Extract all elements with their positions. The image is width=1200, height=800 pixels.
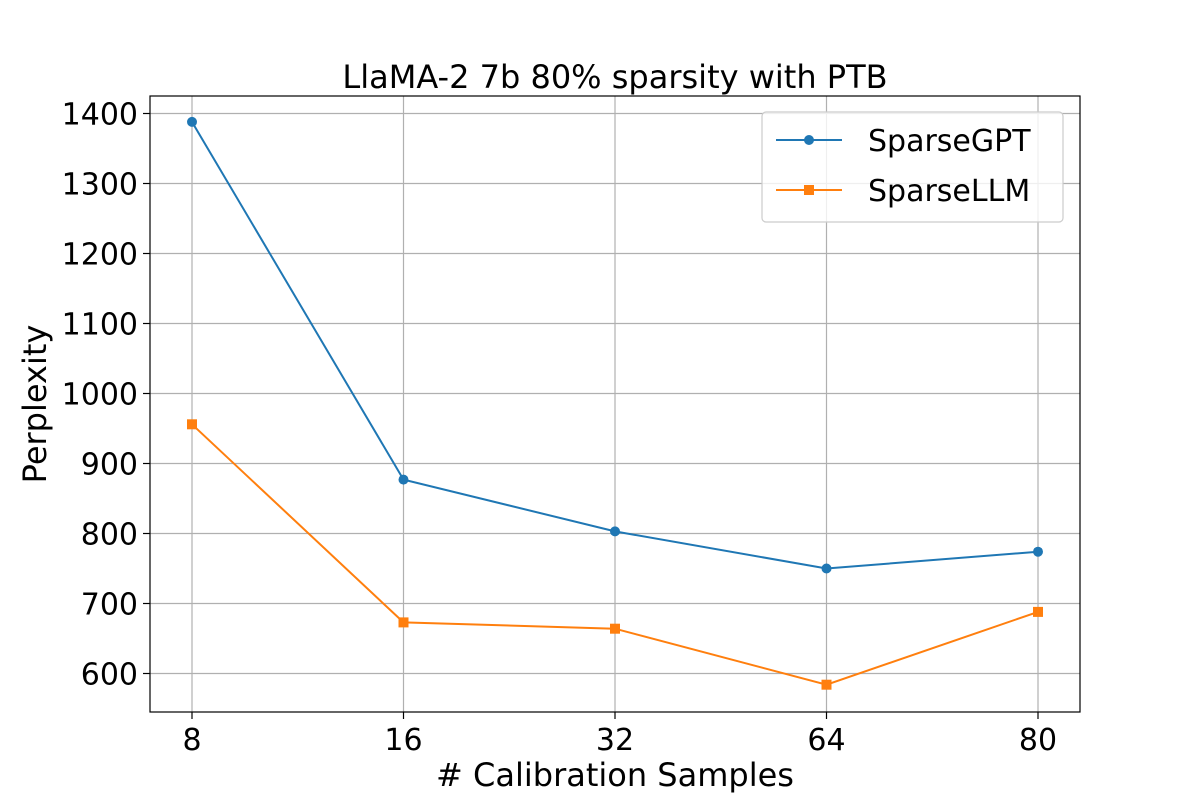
data-point-sparsegpt xyxy=(187,116,197,127)
x-tick-label: 32 xyxy=(596,723,634,758)
y-tick-label: 800 xyxy=(81,518,138,553)
series-layer xyxy=(187,116,1043,690)
chart-title: LlaMA-2 7b 80% sparsity with PTB xyxy=(342,58,887,96)
data-point-sparsellm xyxy=(398,617,409,628)
legend-label-sparsegpt: SparseGPT xyxy=(868,124,1031,159)
data-point-sparsellm xyxy=(187,419,197,430)
data-point-sparsegpt xyxy=(821,563,832,574)
y-tick-label: 700 xyxy=(81,588,138,623)
legend: SparseGPT SparseLLM xyxy=(761,111,1064,223)
x-axis-label: # Calibration Samples xyxy=(436,756,794,794)
data-point-sparsegpt xyxy=(1033,546,1043,557)
data-point-sparsellm xyxy=(1033,606,1043,617)
legend-marker-sparsegpt xyxy=(804,135,814,145)
y-tick-label: 600 xyxy=(81,658,138,693)
x-tick-label: 16 xyxy=(384,723,422,758)
x-tick-label: 64 xyxy=(807,723,845,758)
y-tick-label: 1300 xyxy=(62,168,138,203)
y-tick-label: 1100 xyxy=(62,308,138,343)
data-point-sparsegpt xyxy=(610,526,620,537)
data-point-sparsellm xyxy=(821,679,832,690)
x-tick-label: 8 xyxy=(182,723,201,758)
x-tick-label: 80 xyxy=(1019,723,1057,758)
data-point-sparsegpt xyxy=(398,474,409,485)
series-sparsegpt xyxy=(187,116,1043,574)
y-axis-ticks: 600 700 800 900 1000 1100 1200 1300 1400 xyxy=(62,98,150,693)
y-tick-label: 1400 xyxy=(62,98,138,133)
x-axis-ticks: 8 16 32 64 80 xyxy=(182,712,1057,758)
legend-item-sparsegpt: SparseGPT xyxy=(776,124,1031,159)
y-tick-label: 1000 xyxy=(62,378,138,413)
legend-label-sparsellm: SparseLLM xyxy=(868,174,1030,209)
y-axis-label: Perplexity xyxy=(16,325,54,484)
legend-item-sparsellm: SparseLLM xyxy=(776,174,1030,209)
y-tick-label: 1200 xyxy=(62,238,138,273)
legend-marker-sparsellm xyxy=(804,185,814,195)
series-sparsellm xyxy=(187,419,1043,690)
y-tick-label: 900 xyxy=(81,448,138,483)
data-point-sparsellm xyxy=(610,623,620,634)
